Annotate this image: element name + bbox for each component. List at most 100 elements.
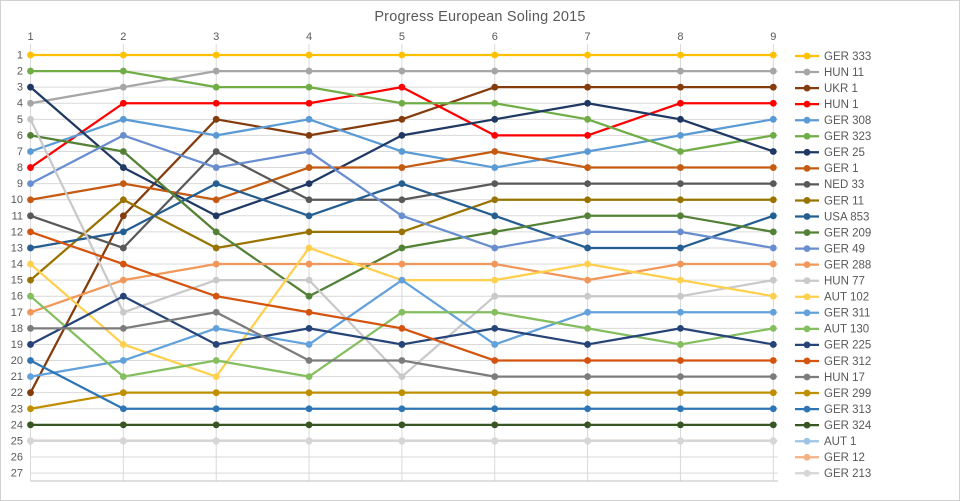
series-marker-aut-102[interactable]	[584, 260, 591, 268]
series-marker-ukr-1[interactable]	[119, 212, 127, 220]
series-marker-ger-333[interactable]	[584, 51, 591, 59]
series-marker-usa-853[interactable]	[491, 212, 499, 220]
legend-item-ger-311[interactable]: GER 311	[795, 308, 870, 320]
series-marker-ger-1[interactable]	[677, 164, 684, 171]
series-marker-ger-288[interactable]	[491, 260, 499, 268]
series-marker-ger-299[interactable]	[398, 389, 406, 397]
series-marker-ger-11[interactable]	[584, 196, 591, 204]
series-marker-hun-1[interactable]	[677, 99, 684, 107]
series-marker-ger-288[interactable]	[677, 260, 684, 268]
series-marker-ger-11[interactable]	[677, 196, 684, 204]
series-marker-ger-25[interactable]	[119, 164, 127, 171]
series-marker-ger-225[interactable]	[398, 341, 406, 348]
series-marker-ger-333[interactable]	[398, 51, 406, 59]
series-marker-hun-1[interactable]	[119, 99, 127, 107]
series-marker-ger-288[interactable]	[27, 308, 34, 316]
series-marker-ger-311[interactable]	[491, 341, 499, 348]
series-marker-ger-308[interactable]	[398, 148, 406, 155]
series-marker-hun-77[interactable]	[119, 308, 127, 316]
series-marker-ger-308[interactable]	[212, 132, 220, 139]
series-marker-ukr-1[interactable]	[491, 83, 499, 91]
series-marker-ger-213[interactable]	[398, 437, 406, 445]
series-marker-ger-323[interactable]	[491, 99, 499, 107]
legend-item-ger-312[interactable]: GER 312	[795, 356, 871, 368]
series-marker-hun-1[interactable]	[769, 99, 777, 107]
series-marker-ger-311[interactable]	[398, 276, 406, 284]
series-marker-ger-49[interactable]	[677, 228, 684, 236]
legend-item-ger-209[interactable]: GER 209	[795, 227, 871, 239]
series-marker-ger-209[interactable]	[677, 212, 684, 220]
series-marker-hun-11[interactable]	[212, 67, 220, 75]
series-marker-ger-209[interactable]	[584, 212, 591, 220]
series-marker-ger-11[interactable]	[305, 228, 313, 236]
legend-item-ger-1[interactable]: GER 1	[795, 163, 859, 175]
series-marker-ger-209[interactable]	[398, 244, 406, 252]
series-marker-ger-11[interactable]	[212, 244, 220, 252]
legend-item-hun-1[interactable]: HUN 1	[795, 99, 859, 111]
series-marker-ger-25[interactable]	[212, 212, 220, 220]
series-marker-ger-288[interactable]	[769, 260, 777, 268]
series-marker-ger-213[interactable]	[27, 437, 34, 445]
legend-item-ger-225[interactable]: GER 225	[795, 340, 871, 352]
series-marker-ger-288[interactable]	[398, 260, 406, 268]
series-marker-usa-853[interactable]	[305, 212, 313, 220]
series-ger-312[interactable]	[27, 228, 777, 364]
series-marker-hun-11[interactable]	[305, 67, 313, 75]
series-ger-209[interactable]	[27, 132, 777, 300]
series-marker-hun-1[interactable]	[212, 99, 220, 107]
series-marker-hun-77[interactable]	[769, 276, 777, 284]
legend-item-ned-33[interactable]: NED 33	[795, 179, 864, 191]
series-marker-ger-225[interactable]	[27, 341, 34, 348]
series-marker-ger-209[interactable]	[769, 228, 777, 236]
series-marker-ger-311[interactable]	[305, 341, 313, 348]
series-marker-ger-312[interactable]	[491, 357, 499, 364]
series-marker-ukr-1[interactable]	[398, 115, 406, 123]
legend-item-hun-77[interactable]: HUN 77	[795, 276, 865, 288]
series-marker-ger-308[interactable]	[119, 115, 127, 123]
series-marker-ger-1[interactable]	[212, 196, 220, 204]
series-aut-130[interactable]	[27, 292, 777, 380]
series-marker-ger-288[interactable]	[584, 276, 591, 284]
series-marker-aut-130[interactable]	[584, 324, 591, 332]
legend-item-ger-333[interactable]: GER 333	[795, 51, 871, 63]
series-marker-hun-77[interactable]	[27, 115, 34, 123]
series-marker-ger-213[interactable]	[305, 437, 313, 445]
series-marker-ger-25[interactable]	[27, 83, 34, 91]
legend-item-hun-17[interactable]: HUN 17	[795, 372, 865, 384]
series-marker-ger-49[interactable]	[212, 164, 220, 171]
legend-item-ger-288[interactable]: GER 288	[795, 259, 871, 271]
series-marker-ger-225[interactable]	[119, 292, 127, 300]
series-marker-hun-11[interactable]	[398, 67, 406, 75]
series-marker-hun-11[interactable]	[27, 99, 34, 107]
series-marker-hun-17[interactable]	[398, 357, 406, 364]
series-marker-ger-323[interactable]	[212, 83, 220, 91]
series-marker-ned-33[interactable]	[677, 180, 684, 188]
series-marker-hun-17[interactable]	[677, 373, 684, 380]
series-marker-aut-130[interactable]	[491, 308, 499, 316]
series-marker-aut-102[interactable]	[119, 341, 127, 348]
series-hun-17[interactable]	[27, 308, 777, 380]
series-marker-ger-1[interactable]	[398, 164, 406, 171]
series-marker-ger-323[interactable]	[584, 115, 591, 123]
series-marker-ger-323[interactable]	[27, 67, 34, 75]
series-ger-311[interactable]	[27, 276, 777, 380]
legend-item-ger-213[interactable]: GER 213	[795, 468, 871, 480]
legend-item-aut-102[interactable]: AUT 102	[795, 292, 869, 304]
series-marker-ger-49[interactable]	[584, 228, 591, 236]
series-marker-ger-324[interactable]	[677, 421, 684, 429]
series-marker-ned-33[interactable]	[119, 244, 127, 252]
series-marker-hun-1[interactable]	[491, 132, 499, 139]
series-marker-ger-11[interactable]	[398, 228, 406, 236]
series-marker-ger-299[interactable]	[769, 389, 777, 397]
series-marker-hun-17[interactable]	[212, 308, 220, 316]
series-marker-ger-299[interactable]	[491, 389, 499, 397]
series-marker-ger-323[interactable]	[398, 99, 406, 107]
series-marker-ger-323[interactable]	[769, 132, 777, 139]
series-marker-ger-324[interactable]	[212, 421, 220, 429]
legend-item-aut-1[interactable]: AUT 1	[795, 436, 856, 448]
series-marker-hun-1[interactable]	[584, 132, 591, 139]
series-marker-ger-1[interactable]	[491, 148, 499, 155]
series-marker-hun-11[interactable]	[584, 67, 591, 75]
series-marker-aut-130[interactable]	[212, 357, 220, 364]
series-marker-usa-853[interactable]	[212, 180, 220, 188]
